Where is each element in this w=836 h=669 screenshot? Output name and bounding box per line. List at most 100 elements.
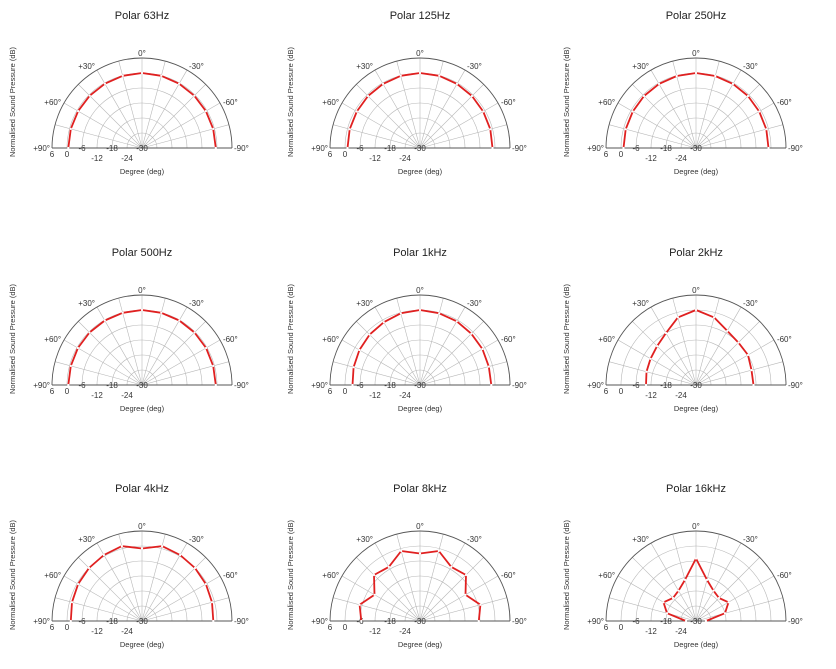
data-point	[366, 94, 370, 98]
grid-spoke	[141, 597, 230, 622]
data-point	[464, 593, 467, 596]
data-point	[348, 128, 351, 131]
radial-tick-label: -18	[106, 381, 118, 390]
data-point	[464, 573, 468, 577]
radial-tick-label: -30	[414, 144, 426, 153]
data-point	[477, 619, 480, 623]
angle-tick-label: -90°	[234, 144, 249, 153]
data-point	[624, 128, 627, 131]
angle-tick-label: -30°	[189, 299, 204, 308]
data-point	[649, 357, 652, 360]
angle-tick-label: +60°	[598, 98, 615, 107]
data-point	[455, 320, 458, 323]
angle-tick-label: +30°	[78, 62, 95, 71]
angle-tick-label: -90°	[234, 381, 249, 390]
y-axis-label: Normalised Sound Pressure (dB)	[8, 519, 17, 630]
radial-tick-label: -24	[675, 154, 687, 163]
radial-tick-label: 0	[619, 387, 624, 396]
grid-spoke	[419, 542, 466, 622]
outer-arc	[51, 57, 233, 149]
grid-spoke	[608, 124, 697, 149]
polar-plot: Polar 8kHz 0° +30° -30° +60° -60° +90° -90° 6 0 -6…	[286, 483, 527, 649]
data-point	[77, 110, 80, 113]
angle-tick-label: +90°	[587, 617, 604, 626]
data-point	[705, 578, 709, 581]
angle-tick-label: +90°	[311, 381, 328, 390]
data-point	[694, 557, 698, 560]
radial-tick-label: 6	[328, 150, 333, 159]
data-point	[437, 549, 440, 553]
grid-spoke	[419, 84, 484, 149]
angle-tick-label: +30°	[632, 62, 649, 71]
radial-tick-label: -24	[121, 154, 133, 163]
grid-spoke	[141, 575, 221, 622]
data-point	[482, 110, 485, 113]
radial-tick-label: -12	[91, 627, 103, 636]
data-point	[664, 331, 668, 335]
grid-spoke	[419, 533, 444, 622]
data-point	[381, 82, 385, 85]
data-point	[88, 94, 91, 97]
x-axis-label: Degree (deg)	[674, 640, 719, 649]
data-point	[481, 347, 484, 351]
angle-tick-label: -30°	[189, 535, 204, 544]
data-point	[373, 593, 376, 596]
angle-tick-label: +30°	[78, 299, 95, 308]
data-point	[399, 74, 402, 77]
polar-chart-125hz: Polar 125Hz 0° +30° -30° +60° -60° +90° -90° 6 0-…	[286, 6, 564, 196]
grid-spoke	[632, 557, 697, 622]
angle-tick-label: +30°	[356, 299, 373, 308]
radial-tick-label: 6	[604, 150, 609, 159]
angle-tick-label: +30°	[356, 62, 373, 71]
data-point	[712, 589, 715, 592]
data-point	[399, 312, 402, 315]
grid-spoke	[141, 69, 188, 149]
angle-tick-label: +30°	[632, 535, 649, 544]
radial-tick-label: 0	[619, 623, 624, 632]
data-point	[87, 566, 91, 570]
grid-spoke	[54, 361, 143, 386]
radial-tick-label: -24	[675, 391, 687, 400]
data-point	[121, 74, 124, 77]
radial-tick-label: 0	[65, 623, 70, 632]
angle-tick-label: +60°	[322, 335, 339, 344]
radial-tick-label: -18	[660, 381, 672, 390]
grid-spoke	[695, 297, 720, 386]
polar-chart-500hz: Polar 500Hz 0° +30° -30° +60° -60° +90° -90° 6 0-…	[8, 243, 286, 433]
data-point	[140, 308, 144, 312]
grid-spoke	[54, 597, 143, 622]
outer-arc	[329, 530, 511, 622]
angle-tick-label: +90°	[587, 144, 604, 153]
grid-spoke	[419, 69, 466, 149]
grid-spoke	[672, 533, 697, 622]
data-point	[178, 319, 181, 322]
data-point	[205, 346, 208, 350]
data-point	[644, 383, 648, 387]
data-point	[676, 316, 679, 319]
data-point	[160, 74, 163, 77]
data-point	[346, 146, 349, 150]
angle-tick-label: -60°	[501, 98, 516, 107]
outer-arc	[605, 530, 787, 622]
data-point	[69, 364, 72, 367]
grid-spoke	[617, 339, 697, 386]
angle-tick-label: 0°	[138, 49, 146, 58]
grid-spoke	[608, 597, 697, 622]
chart-title: Polar 4kHz	[115, 483, 169, 495]
grid-spoke	[374, 69, 421, 149]
data-point	[212, 619, 215, 623]
data-point	[382, 321, 385, 324]
grid-spoke	[695, 124, 784, 149]
grid-spoke	[419, 124, 508, 149]
grid-spoke	[695, 102, 775, 149]
grid-spoke	[695, 533, 720, 622]
data-point	[102, 553, 105, 557]
radial-tick-label: -12	[645, 391, 657, 400]
data-point	[360, 619, 363, 623]
x-axis-label: Degree (deg)	[674, 404, 719, 413]
grid-spoke	[695, 339, 775, 386]
chart-title: Polar 2kHz	[669, 247, 723, 259]
grid-spoke	[341, 575, 421, 622]
angle-tick-label: -30°	[743, 62, 758, 71]
outer-arc	[605, 57, 787, 149]
